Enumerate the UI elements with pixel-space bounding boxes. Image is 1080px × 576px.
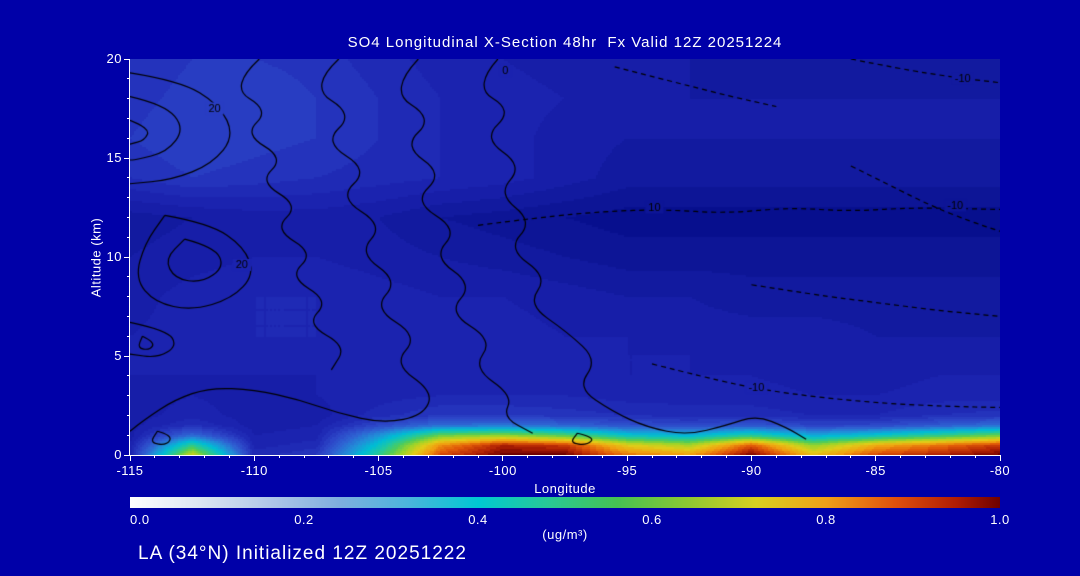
- x-axis-line: [129, 455, 1001, 456]
- chart-title: SO4 Longitudinal X-Section 48hr Fx Valid…: [347, 34, 783, 51]
- colorbar-tick-label: 0.6: [642, 512, 662, 527]
- y-minor-tick-mark: [127, 197, 130, 199]
- x-tick-label: -90: [741, 463, 762, 478]
- y-minor-tick-mark: [127, 78, 130, 80]
- colorbar-tick-label: 1.0: [990, 512, 1010, 527]
- y-minor-tick-mark: [127, 375, 130, 377]
- y-minor-tick-mark: [127, 395, 130, 397]
- x-minor-tick-mark: [850, 455, 852, 458]
- x-minor-tick-mark: [278, 455, 280, 458]
- x-minor-tick-mark: [651, 455, 653, 458]
- colorbar-tick-label: 0.4: [468, 512, 488, 527]
- x-tick-mark: [999, 455, 1001, 461]
- x-minor-tick-mark: [427, 455, 429, 458]
- y-minor-tick-mark: [127, 236, 130, 238]
- y-tick-label: 20: [106, 51, 122, 66]
- x-minor-tick-mark: [527, 455, 529, 458]
- y-tick-mark: [124, 355, 130, 357]
- x-minor-tick-mark: [800, 455, 802, 458]
- y-minor-tick-mark: [127, 216, 130, 218]
- y-minor-tick-mark: [127, 117, 130, 119]
- x-minor-tick-mark: [924, 455, 926, 458]
- x-tick-label: -95: [616, 463, 638, 478]
- y-minor-tick-mark: [127, 414, 130, 416]
- x-minor-tick-mark: [179, 455, 181, 458]
- y-tick-label: 10: [106, 249, 122, 264]
- x-minor-tick-mark: [701, 455, 703, 458]
- x-minor-tick-mark: [204, 455, 206, 458]
- heatmap-canvas: [130, 59, 1000, 455]
- x-tick-mark: [626, 455, 628, 461]
- y-minor-tick-mark: [127, 137, 130, 139]
- x-minor-tick-mark: [576, 455, 578, 458]
- x-minor-tick-mark: [601, 455, 603, 458]
- x-axis-label: Longitude: [534, 481, 596, 496]
- x-tick-mark: [253, 455, 255, 461]
- y-tick-mark: [124, 58, 130, 60]
- y-tick-mark: [124, 454, 130, 456]
- x-minor-tick-mark: [303, 455, 305, 458]
- y-tick-label: 15: [106, 150, 122, 165]
- x-tick-mark: [875, 455, 877, 461]
- x-tick-mark: [750, 455, 752, 461]
- y-minor-tick-mark: [127, 335, 130, 337]
- x-tick-mark: [502, 455, 504, 461]
- colorbar-tick-label: 0.8: [816, 512, 836, 527]
- x-minor-tick-mark: [900, 455, 902, 458]
- x-tick-label: -85: [865, 463, 886, 478]
- y-minor-tick-mark: [127, 434, 130, 436]
- y-tick-mark: [124, 256, 130, 258]
- y-minor-tick-mark: [127, 315, 130, 317]
- plot-area: [130, 59, 1000, 455]
- x-minor-tick-mark: [825, 455, 827, 458]
- x-tick-label: -105: [364, 463, 393, 478]
- x-minor-tick-mark: [552, 455, 554, 458]
- x-tick-label: -100: [488, 463, 517, 478]
- x-minor-tick-mark: [477, 455, 479, 458]
- y-minor-tick-mark: [127, 177, 130, 179]
- x-minor-tick-mark: [726, 455, 728, 458]
- x-minor-tick-mark: [402, 455, 404, 458]
- x-minor-tick-mark: [949, 455, 951, 458]
- x-tick-mark: [378, 455, 380, 461]
- y-minor-tick-mark: [127, 276, 130, 278]
- init-info-text: LA (34°N) Initialized 12Z 20251222: [138, 543, 467, 564]
- y-tick-mark: [124, 157, 130, 159]
- x-minor-tick-mark: [974, 455, 976, 458]
- x-minor-tick-mark: [228, 455, 230, 458]
- x-minor-tick-mark: [154, 455, 156, 458]
- y-minor-tick-mark: [127, 98, 130, 100]
- x-tick-label: -115: [116, 463, 144, 478]
- x-minor-tick-mark: [353, 455, 355, 458]
- y-axis-line: [129, 59, 130, 456]
- colorbar-tick-label: 0.2: [294, 512, 314, 527]
- y-tick-label: 5: [114, 348, 122, 363]
- colorbar-tick-label: 0.0: [130, 512, 150, 527]
- x-tick-mark: [129, 455, 131, 461]
- x-minor-tick-mark: [328, 455, 330, 458]
- x-tick-label: -80: [989, 463, 1011, 478]
- colorbar-gradient: [130, 497, 1000, 508]
- colorbar-units-label: (ug/m³): [542, 527, 588, 542]
- y-minor-tick-mark: [127, 296, 130, 298]
- x-minor-tick-mark: [452, 455, 454, 458]
- x-tick-label: -110: [240, 463, 268, 478]
- x-minor-tick-mark: [775, 455, 777, 458]
- y-tick-label: 0: [114, 447, 122, 462]
- x-minor-tick-mark: [676, 455, 678, 458]
